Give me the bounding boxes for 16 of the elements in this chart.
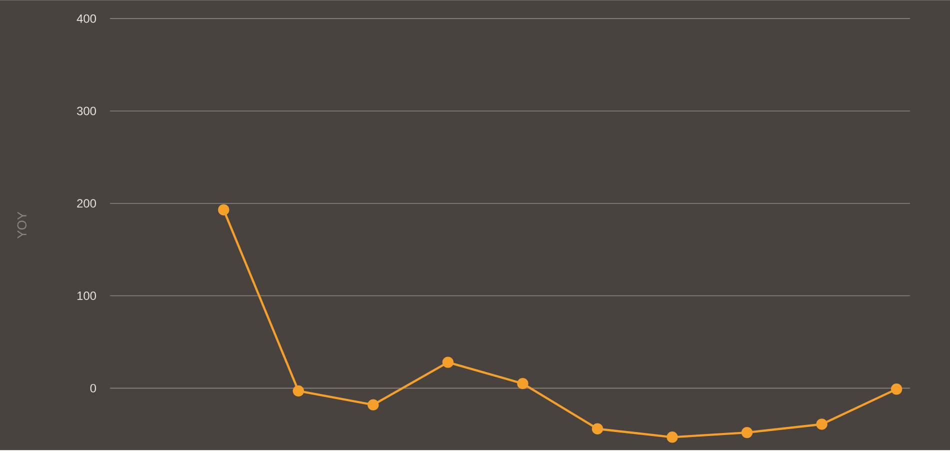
- point: [517, 378, 528, 390]
- point: [666, 432, 678, 443]
- y-axis-title: YOY: [17, 212, 26, 239]
- point: [442, 356, 454, 368]
- point: [218, 204, 230, 216]
- y-tick-label: 100: [77, 292, 96, 300]
- y-tick-label: 0: [90, 384, 96, 392]
- point: [741, 426, 753, 438]
- y-tick-label: 200: [77, 199, 96, 208]
- y-tick-label: 400: [76, 14, 96, 23]
- point: [368, 399, 379, 410]
- point: [890, 384, 902, 395]
- y-tick-label: 300: [76, 106, 96, 116]
- point: [816, 418, 828, 430]
- point: [592, 423, 604, 434]
- point: [292, 385, 304, 397]
